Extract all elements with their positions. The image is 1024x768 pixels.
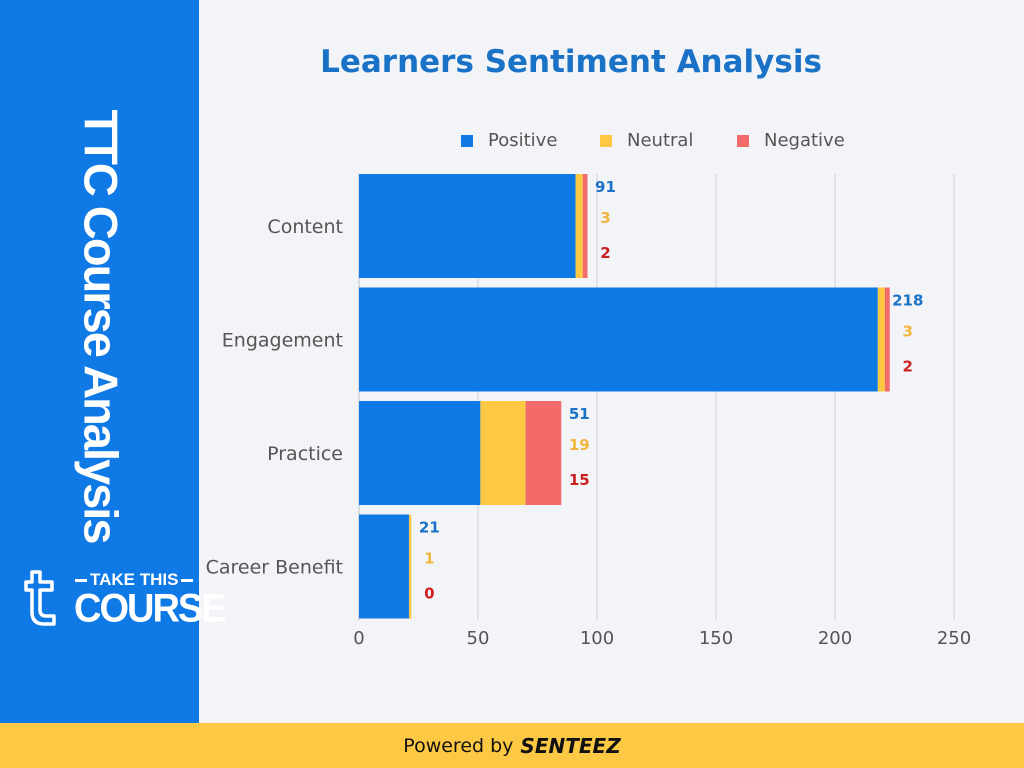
logo-tagline: TAKE THIS xyxy=(72,570,196,590)
bar-content-neutral xyxy=(575,174,583,278)
data-label-content-positive: 91 xyxy=(595,178,616,196)
logo-name: COURSE xyxy=(74,586,227,632)
legend-swatch-negative xyxy=(737,135,749,147)
chart-title: Learners Sentiment Analysis xyxy=(320,44,822,80)
x-tick-label-200: 200 xyxy=(818,628,852,649)
bar-career-benefit-neutral xyxy=(408,514,412,619)
footer-bar: Powered by SENTEEZ xyxy=(0,723,1024,768)
bar-career-benefit-positive xyxy=(359,514,409,619)
sidebar-title: TTC Course Analysis xyxy=(74,109,128,543)
take-this-course-logo: TAKE THIS COURSE xyxy=(22,566,227,636)
legend-label-positive: Positive xyxy=(488,130,557,151)
bar-content-negative xyxy=(582,174,588,278)
data-labels: 91 3 2 218 3 2 51 19 15 21 1 0 xyxy=(419,178,923,603)
data-label-practice-negative: 15 xyxy=(569,471,590,489)
y-axis-labels: Content Engagement Practice Career Benefit xyxy=(206,216,343,579)
y-label-practice: Practice xyxy=(267,443,343,465)
data-label-content-neutral: 3 xyxy=(600,209,610,227)
data-label-career-benefit-negative: 0 xyxy=(424,585,434,603)
bar-engagement-positive xyxy=(359,287,878,392)
bar-engagement-neutral xyxy=(877,287,885,392)
x-tick-label-0: 0 xyxy=(353,628,364,649)
legend-swatch-positive xyxy=(461,135,473,147)
footer-prefix: Powered by xyxy=(403,734,514,757)
data-label-content-negative: 2 xyxy=(600,244,610,262)
sentiment-chart: Learners Sentiment Analysis Positive Neut… xyxy=(206,44,972,649)
y-label-career-benefit: Career Benefit xyxy=(206,557,343,579)
chart-legend: Positive Neutral Negative xyxy=(461,130,845,151)
x-tick-label-50: 50 xyxy=(467,628,490,649)
x-tick-label-150: 150 xyxy=(699,628,733,649)
legend-label-neutral: Neutral xyxy=(627,130,693,151)
legend-label-negative: Negative xyxy=(764,130,845,151)
bar-practice-positive xyxy=(359,401,481,505)
logo-dash-right xyxy=(181,579,194,583)
logo-dash-left xyxy=(75,579,87,583)
legend-swatch-neutral xyxy=(600,135,612,147)
x-tick-label-100: 100 xyxy=(580,628,614,649)
data-label-career-benefit-positive: 21 xyxy=(419,519,440,537)
t-logo-icon xyxy=(24,570,56,626)
data-label-engagement-neutral: 3 xyxy=(903,323,913,341)
y-label-content: Content xyxy=(267,216,343,238)
x-tick-label-250: 250 xyxy=(937,628,971,649)
bar-engagement-negative xyxy=(884,287,890,392)
data-label-engagement-positive: 218 xyxy=(892,292,923,310)
x-axis-labels: 0 50 100 150 200 250 xyxy=(353,628,971,649)
bar-practice-negative xyxy=(525,401,562,505)
data-label-engagement-negative: 2 xyxy=(903,358,913,376)
data-label-practice-positive: 51 xyxy=(569,405,590,423)
bar-content-positive xyxy=(359,174,576,278)
data-label-career-benefit-neutral: 1 xyxy=(424,550,434,568)
logo-tagline-text: TAKE THIS xyxy=(90,570,179,589)
footer-brand: SENTEEZ xyxy=(520,733,621,758)
data-label-practice-neutral: 19 xyxy=(569,436,590,454)
y-label-engagement: Engagement xyxy=(222,330,343,352)
chart-bars xyxy=(359,174,890,619)
sidebar: TTC Course Analysis TAKE THIS COURSE xyxy=(0,0,227,723)
bar-practice-neutral xyxy=(480,401,526,505)
